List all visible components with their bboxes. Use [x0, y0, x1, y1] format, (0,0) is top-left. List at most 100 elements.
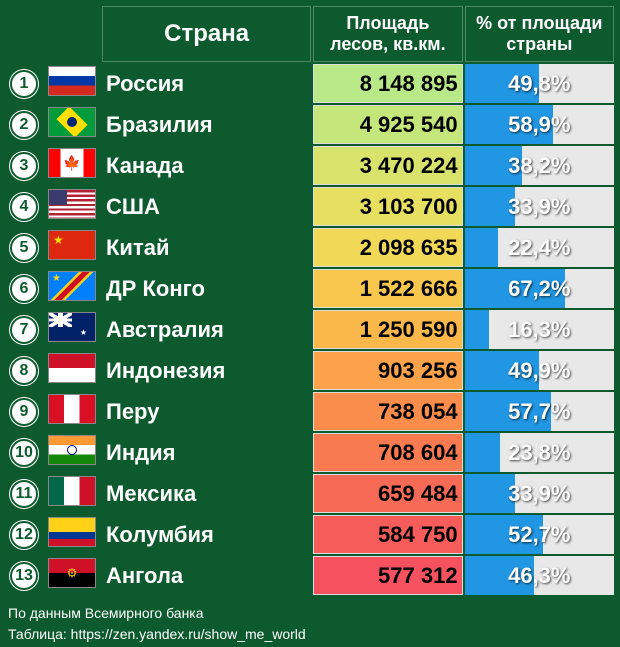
rank-badge: 8: [10, 357, 38, 385]
country-name: Индонезия: [102, 351, 311, 390]
table-row: 13Ангола577 31246,3%: [6, 556, 614, 595]
header-rank: [6, 6, 42, 62]
flag-cell: [44, 146, 100, 185]
flag-cell: [44, 310, 100, 349]
percent-value: 67,2%: [508, 276, 570, 301]
rank-badge: 1: [10, 70, 38, 98]
percent-value: 49,8%: [508, 71, 570, 96]
flag-icon: [48, 189, 96, 219]
flag-icon: [48, 148, 96, 178]
table-body: 1Россия8 148 89549,8%2Бразилия4 925 5405…: [6, 64, 614, 595]
country-name: Индия: [102, 433, 311, 472]
percent-value: 23,8%: [508, 440, 570, 465]
rank-badge: 5: [10, 234, 38, 262]
table-row: 4 США3 103 700 33,9%: [6, 187, 614, 226]
percent-value: 16,3%: [508, 317, 570, 342]
area-value: 659 484: [313, 474, 462, 513]
flag-cell: [44, 64, 100, 103]
rank-cell: 3: [6, 146, 42, 185]
rank-badge: 11: [10, 480, 38, 508]
percent-value: 22,4%: [508, 235, 570, 260]
rank-badge: 13: [10, 562, 38, 590]
percent-cell: 58,9%: [465, 105, 614, 144]
country-name: Бразилия: [102, 105, 311, 144]
table-row: 12Колумбия584 75052,7%: [6, 515, 614, 554]
footer-source: По данным Всемирного банка: [8, 603, 612, 624]
rank-cell: 6: [6, 269, 42, 308]
percent-value: 33,9%: [508, 194, 570, 219]
percent-cell: 22,4%: [465, 228, 614, 267]
rank-badge: 6: [10, 275, 38, 303]
rank-cell: 10: [6, 433, 42, 472]
percent-cell: 33,9%: [465, 187, 614, 226]
footer: По данным Всемирного банка Таблица: http…: [4, 597, 616, 647]
table-row: 8 Индонезия903 256 49,9%: [6, 351, 614, 390]
table-row: 6ДР Конго1 522 66667,2%: [6, 269, 614, 308]
percent-value: 46,3%: [508, 563, 570, 588]
flag-icon: [48, 353, 96, 383]
percent-value: 49,9%: [508, 358, 570, 383]
percent-bar: [465, 228, 498, 267]
country-name: Россия: [102, 64, 311, 103]
percent-cell: 16,3%: [465, 310, 614, 349]
footer-credit: Таблица: https://zen.yandex.ru/show_me_w…: [8, 624, 612, 645]
flag-icon: [48, 230, 96, 260]
country-name: Канада: [102, 146, 311, 185]
percent-cell: 23,8%: [465, 433, 614, 472]
percent-cell: 33,9%: [465, 474, 614, 513]
header-percent: % от площади страны: [465, 6, 614, 62]
rank-cell: 9: [6, 392, 42, 431]
percent-cell: 49,9%: [465, 351, 614, 390]
country-name: США: [102, 187, 311, 226]
flag-icon: [48, 394, 96, 424]
flag-icon: [48, 66, 96, 96]
flag-cell: [44, 187, 100, 226]
flag-icon: [48, 271, 96, 301]
area-value: 708 604: [313, 433, 462, 472]
header-area: Площадь лесов, кв.км.: [313, 6, 462, 62]
flag-icon: [48, 435, 96, 465]
flag-icon: [48, 312, 96, 342]
country-name: Австралия: [102, 310, 311, 349]
percent-value: 57,7%: [508, 399, 570, 424]
area-value: 8 148 895: [313, 64, 462, 103]
rank-badge: 7: [10, 316, 38, 344]
rank-badge: 4: [10, 193, 38, 221]
flag-cell: [44, 433, 100, 472]
flag-icon: [48, 107, 96, 137]
table-row: 7 Австралия1 250 590 16,3%: [6, 310, 614, 349]
flag-cell: [44, 474, 100, 513]
percent-cell: 46,3%: [465, 556, 614, 595]
area-value: 903 256: [313, 351, 462, 390]
forest-area-table: Страна Площадь лесов, кв.км. % от площад…: [4, 4, 616, 597]
area-value: 4 925 540: [313, 105, 462, 144]
area-value: 3 103 700: [313, 187, 462, 226]
rank-cell: 4: [6, 187, 42, 226]
percent-cell: 52,7%: [465, 515, 614, 554]
rank-badge: 12: [10, 521, 38, 549]
area-value: 738 054: [313, 392, 462, 431]
percent-value: 52,7%: [508, 522, 570, 547]
percent-bar: [465, 433, 501, 472]
percent-value: 33,9%: [508, 481, 570, 506]
rank-badge: 3: [10, 152, 38, 180]
rank-cell: 5: [6, 228, 42, 267]
percent-cell: 49,8%: [465, 64, 614, 103]
percent-value: 38,2%: [508, 153, 570, 178]
table-header-row: Страна Площадь лесов, кв.км. % от площад…: [6, 6, 614, 62]
percent-cell: 57,7%: [465, 392, 614, 431]
rank-badge: 10: [10, 439, 38, 467]
area-value: 577 312: [313, 556, 462, 595]
flag-icon: [48, 476, 96, 506]
table-row: 9Перу738 05457,7%: [6, 392, 614, 431]
percent-bar: [465, 310, 489, 349]
rank-cell: 1: [6, 64, 42, 103]
flag-cell: [44, 228, 100, 267]
area-value: 1 250 590: [313, 310, 462, 349]
flag-cell: [44, 556, 100, 595]
percent-value: 58,9%: [508, 112, 570, 137]
country-name: Мексика: [102, 474, 311, 513]
flag-cell: [44, 515, 100, 554]
rank-cell: 13: [6, 556, 42, 595]
table-row: 3Канада3 470 22438,2%: [6, 146, 614, 185]
